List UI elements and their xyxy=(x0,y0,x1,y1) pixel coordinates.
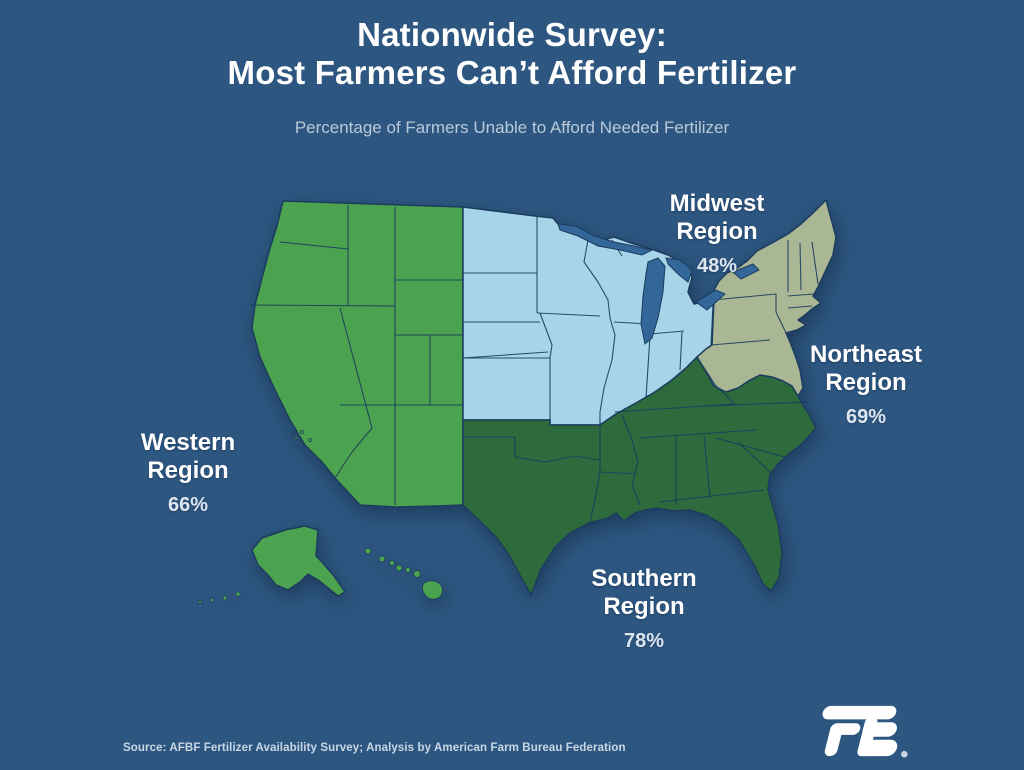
region-value: 48% xyxy=(696,255,738,277)
aleutian-islands xyxy=(197,591,241,605)
title-line-1: Nationwide Survey: xyxy=(357,16,667,53)
lake-erie xyxy=(695,289,726,311)
region-value: 69% xyxy=(845,406,887,428)
region-value: 78% xyxy=(623,630,665,652)
logo-f-arm xyxy=(830,723,861,735)
great-lakes xyxy=(557,223,760,345)
hawaii-islands xyxy=(364,547,443,600)
lake-huron xyxy=(665,257,693,283)
page-title: Nationwide Survey: Most Farmers Can’t Af… xyxy=(0,16,1024,92)
lake-michigan xyxy=(640,257,666,345)
header: Nationwide Survey: Most Farmers Can’t Af… xyxy=(0,16,1024,138)
logo-b-upper-lobe xyxy=(862,722,897,737)
logo-registered-dot xyxy=(901,750,908,758)
page-subtitle: Percentage of Farmers Unable to Afford N… xyxy=(294,118,730,137)
region-label-southern: Southern Region 78% xyxy=(591,565,696,653)
logo-top-bar xyxy=(822,705,897,720)
region-value: 66% xyxy=(167,494,209,516)
lake-superior xyxy=(557,223,654,256)
region-name: Southern Region xyxy=(591,565,697,620)
channel-islands xyxy=(294,430,312,442)
region-label-midwest: Midwest Region 48% xyxy=(670,190,765,278)
lake-ontario xyxy=(732,263,760,280)
title-line-2: Most Farmers Can’t Afford Fertilizer xyxy=(227,54,797,91)
source-attribution: Source: AFBF Fertilizer Availability Sur… xyxy=(123,742,626,754)
region-label-northeast: Northeast Region 69% xyxy=(810,341,922,429)
region-western-shape xyxy=(251,200,464,508)
region-label-western: Western Region 66% xyxy=(141,429,235,517)
alaska-shape xyxy=(251,525,346,597)
logo-b-lower-lobe xyxy=(858,739,898,757)
region-name: Northeast Region xyxy=(809,341,923,396)
afbf-logo xyxy=(822,705,908,758)
region-northeast-shape xyxy=(696,199,837,397)
region-name: Western Region xyxy=(140,429,236,484)
region-name: Midwest Region xyxy=(669,190,765,245)
